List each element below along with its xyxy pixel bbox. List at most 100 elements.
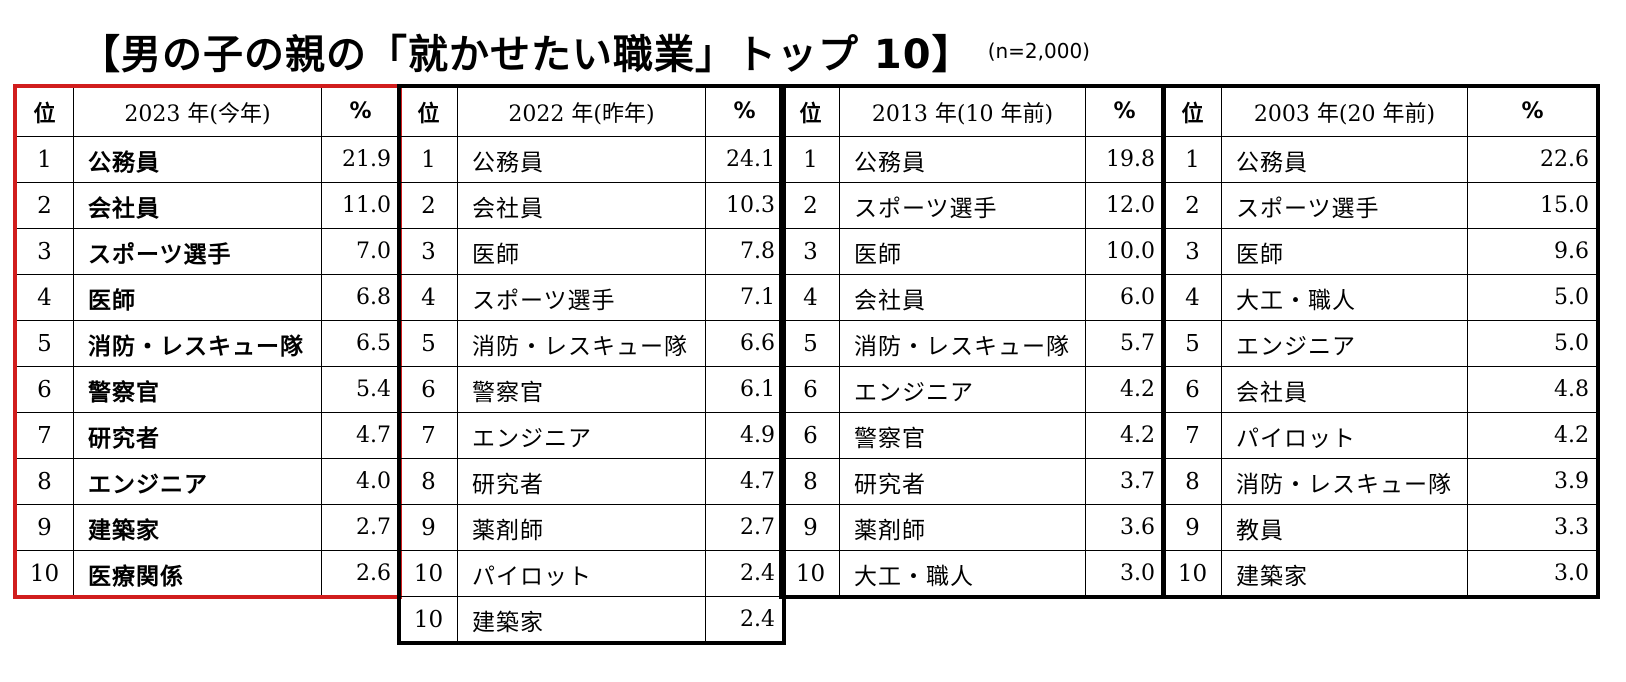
job-cell: スポーツ選手 [73, 228, 322, 275]
percent-cell: 3.0 [1085, 550, 1164, 597]
page-title: 【男の子の親の「就かせたい職業」トップ 10】 (n=2,000) [80, 22, 1090, 80]
table-2003: 位 2003 年(20 年前)% 1 公務員 22.6 2 スポーツ選手 15.0 3 医師 9.6… [1161, 84, 1600, 599]
rank-cell: 10 [399, 550, 458, 597]
job-cell: エンジニア [457, 412, 706, 459]
percent-cell: 6.1 [705, 366, 784, 413]
table-row: 3 医師 9.6 [1163, 228, 1598, 275]
percent-cell: 9.6 [1467, 228, 1598, 275]
job-cell: 警察官 [839, 412, 1086, 459]
table-2013: 位 2013 年(10 年前)% 1 公務員 19.8 2 スポーツ選手 12.0 3 医師 10.… [779, 84, 1166, 599]
table-row: 3 医師 10.0 [781, 228, 1164, 275]
percent-cell: 2.7 [321, 504, 400, 551]
table-row: 1 公務員 24.1 [399, 136, 784, 183]
title-text: 【男の子の親の「就かせたい職業」トップ 10】 [80, 32, 973, 78]
rank-header: 位 [399, 86, 458, 137]
table-2023: 位 2023 年(今年)% 1 公務員 21.9 2 会社員 11.0 3 スポーツ選手 7.0 4 医… [13, 84, 402, 599]
job-cell: 医師 [457, 228, 706, 275]
percent-cell: 6.5 [321, 320, 400, 367]
job-cell: 薬剤師 [457, 504, 706, 551]
rank-cell: 10 [781, 550, 840, 597]
rank-cell: 3 [15, 228, 74, 275]
rank-cell: 4 [15, 274, 74, 321]
job-cell: 公務員 [839, 136, 1086, 183]
job-cell: 医師 [839, 228, 1086, 275]
job-cell: エンジニア [839, 366, 1086, 413]
table-row: 1 公務員 22.6 [1163, 136, 1598, 183]
rank-cell: 1 [781, 136, 840, 183]
table-row: 6 警察官 4.2 [781, 412, 1164, 459]
rank-cell: 5 [781, 320, 840, 367]
percent-cell: 7.8 [705, 228, 784, 275]
job-cell: 会社員 [839, 274, 1086, 321]
rank-cell: 6 [399, 366, 458, 413]
table-row: 5 消防・レスキュー隊 5.7 [781, 320, 1164, 367]
job-cell: パイロット [457, 550, 706, 597]
percent-cell: 3.3 [1467, 504, 1598, 551]
percent-cell: 24.1 [705, 136, 784, 183]
job-cell: エンジニア [73, 458, 322, 505]
job-cell: 研究者 [839, 458, 1086, 505]
table-row: 6 警察官 5.4 [15, 366, 400, 413]
percent-cell: 4.0 [321, 458, 400, 505]
table-row: 8 消防・レスキュー隊 3.9 [1163, 458, 1598, 505]
rank-cell: 6 [15, 366, 74, 413]
rank-cell: 7 [399, 412, 458, 459]
rank-cell: 8 [15, 458, 74, 505]
rank-cell: 10 [399, 596, 458, 643]
job-cell: 公務員 [457, 136, 706, 183]
table-row: 4 大工・職人 5.0 [1163, 274, 1598, 321]
job-cell: パイロット [1221, 412, 1468, 459]
job-cell: スポーツ選手 [457, 274, 706, 321]
table-row: 10 医療関係 2.6 [15, 550, 400, 597]
table-row: 4 医師 6.8 [15, 274, 400, 321]
percent-cell: 2.6 [321, 550, 400, 597]
table-row: 4 スポーツ選手 7.1 [399, 274, 784, 321]
percent-cell: 3.6 [1085, 504, 1164, 551]
percent-cell: 5.0 [1467, 274, 1598, 321]
table-row: 8 エンジニア 4.0 [15, 458, 400, 505]
percent-header: % [705, 86, 784, 137]
job-cell: 警察官 [73, 366, 322, 413]
table-row: 5 消防・レスキュー隊 6.6 [399, 320, 784, 367]
job-cell: エンジニア [1221, 320, 1468, 367]
table-row: 10 パイロット 2.4 [399, 550, 784, 597]
table-row: 4 会社員 6.0 [781, 274, 1164, 321]
table-row: 9 教員 3.3 [1163, 504, 1598, 551]
job-cell: 研究者 [457, 458, 706, 505]
rank-cell: 9 [781, 504, 840, 551]
job-cell: 建築家 [73, 504, 322, 551]
year-header: 2023 年(今年) [73, 86, 322, 137]
job-cell: 警察官 [457, 366, 706, 413]
job-cell: 消防・レスキュー隊 [839, 320, 1086, 367]
percent-cell: 2.4 [705, 596, 784, 643]
table-row: 8 研究者 3.7 [781, 458, 1164, 505]
percent-cell: 4.9 [705, 412, 784, 459]
percent-cell: 3.9 [1467, 458, 1598, 505]
table-row: 2 スポーツ選手 15.0 [1163, 182, 1598, 229]
percent-header: % [321, 86, 400, 137]
percent-cell: 7.0 [321, 228, 400, 275]
table-row: 7 パイロット 4.2 [1163, 412, 1598, 459]
job-cell: 会社員 [73, 182, 322, 229]
rank-header: 位 [781, 86, 840, 137]
percent-cell: 4.7 [321, 412, 400, 459]
rank-cell: 7 [1163, 412, 1222, 459]
percent-header: % [1085, 86, 1164, 137]
rank-cell: 2 [15, 182, 74, 229]
job-cell: 建築家 [1221, 550, 1468, 597]
rank-cell: 2 [781, 182, 840, 229]
percent-cell: 11.0 [321, 182, 400, 229]
table-row: 5 消防・レスキュー隊 6.5 [15, 320, 400, 367]
header-row: 位 2013 年(10 年前)% [781, 86, 1164, 137]
job-cell: 消防・レスキュー隊 [457, 320, 706, 367]
job-cell: 会社員 [457, 182, 706, 229]
percent-cell: 3.7 [1085, 458, 1164, 505]
rank-cell: 9 [15, 504, 74, 551]
percent-cell: 12.0 [1085, 182, 1164, 229]
percent-cell: 4.2 [1085, 412, 1164, 459]
job-cell: 研究者 [73, 412, 322, 459]
table-row: 1 公務員 21.9 [15, 136, 400, 183]
percent-cell: 19.8 [1085, 136, 1164, 183]
percent-cell: 10.3 [705, 182, 784, 229]
percent-cell: 4.8 [1467, 366, 1598, 413]
